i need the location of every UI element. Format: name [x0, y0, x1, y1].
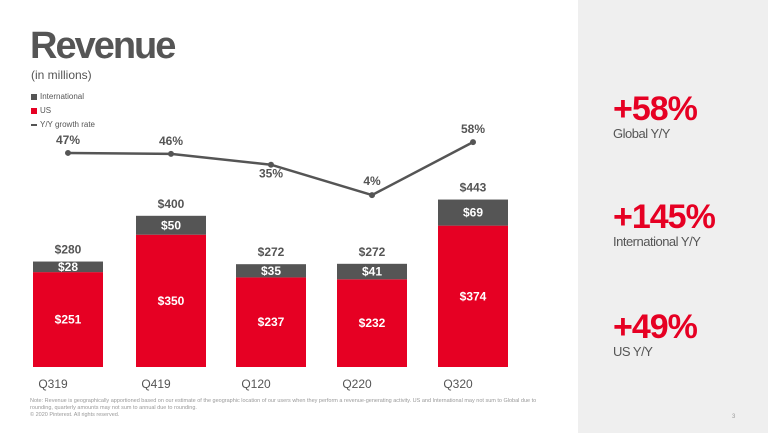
international-bar — [438, 199, 508, 226]
note-text: Note: Revenue is geographically apportio… — [30, 398, 537, 411]
category-label: Q220 — [342, 377, 372, 391]
legend-label: Y/Y growth rate — [40, 120, 95, 129]
international-bar — [136, 215, 206, 235]
growth-label: 47% — [56, 133, 80, 147]
us-value-label: $374 — [460, 289, 487, 303]
growth-point — [65, 149, 71, 156]
us-value-label: $237 — [258, 315, 285, 329]
stat-value: +49% — [613, 308, 698, 346]
stat-international: +145% International Y/Y — [613, 198, 716, 249]
stat-global: +58% Global Y/Y — [613, 90, 698, 141]
international-bar — [33, 261, 103, 273]
legend-growth: Y/Y growth rate — [31, 120, 95, 130]
revenue-chart: $251 $28 $280 Q319 $350 $50 $400 Q419 $237 $35 $27… — [33, 122, 508, 391]
total-value-label: $400 — [158, 197, 185, 211]
growth-label: 35% — [259, 167, 283, 181]
growth-point — [470, 139, 476, 146]
stat-label: International Y/Y — [613, 234, 701, 249]
footnote: Note: Revenue is geographically apportio… — [30, 398, 550, 419]
stat-value: +145% — [613, 198, 716, 236]
international-value-label: $41 — [362, 265, 382, 279]
international-value-label: $50 — [161, 218, 181, 232]
us-value-label: $251 — [55, 313, 82, 327]
page-title: Revenue — [30, 25, 176, 67]
subtitle: (in millions) — [31, 68, 92, 82]
growth-point — [268, 161, 274, 168]
legend-label: US — [40, 106, 52, 115]
total-value-label: $272 — [359, 245, 386, 259]
stat-label: US Y/Y — [613, 344, 653, 359]
growth-point — [168, 150, 174, 157]
total-value-label: $280 — [55, 243, 82, 257]
category-label: Q419 — [141, 377, 171, 391]
us-value-label: $232 — [359, 316, 386, 330]
category-label: Q319 — [38, 377, 68, 391]
us-bar — [337, 279, 407, 367]
us-bar — [136, 234, 206, 367]
category-label: Q320 — [443, 377, 473, 391]
us-bar — [438, 225, 508, 367]
growth-label: 4% — [363, 174, 381, 188]
total-value-label: $272 — [258, 245, 285, 259]
category-label: Q120 — [241, 377, 271, 391]
international-bar — [236, 264, 306, 278]
us-value-label: $350 — [158, 294, 185, 308]
stat-us: +49% US Y/Y — [613, 308, 698, 359]
highlights-panel — [578, 0, 768, 433]
us-bar — [33, 272, 103, 367]
growth-label: 46% — [159, 134, 183, 148]
us-bar — [236, 277, 306, 367]
copyright: © 2020 Pinterest. All rights reserved. — [30, 412, 120, 418]
legend-international: International — [31, 92, 84, 102]
total-value-label: $443 — [460, 181, 487, 195]
page-number: 3 — [732, 414, 736, 420]
international-bar — [337, 263, 407, 280]
international-value-label: $35 — [261, 264, 281, 278]
international-value-label: $28 — [58, 260, 78, 274]
growth-label: 58% — [461, 122, 485, 136]
legend-label: International — [40, 92, 85, 101]
legend-us: US — [31, 106, 51, 116]
international-value-label: $69 — [463, 206, 483, 220]
growth-point — [369, 192, 375, 199]
stat-value: +58% — [613, 90, 698, 128]
stat-label: Global Y/Y — [613, 126, 670, 141]
